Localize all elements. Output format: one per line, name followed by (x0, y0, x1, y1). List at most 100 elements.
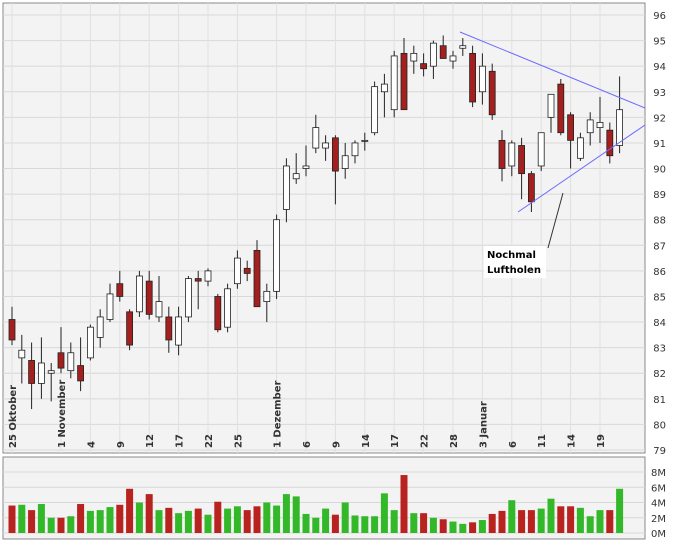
candle-body (273, 219, 281, 292)
candle-body (537, 132, 545, 167)
volume-bar (576, 507, 584, 533)
volume-bar (400, 475, 408, 533)
volume-bar (273, 505, 281, 533)
y-tick-label: 93 (653, 88, 666, 99)
candle-body (47, 370, 55, 374)
candle-body (371, 86, 379, 134)
y-tick-label: 87 (653, 241, 666, 252)
candle-body (165, 316, 173, 341)
volume-bar (204, 514, 212, 533)
volume-bar (126, 488, 134, 533)
trend-line (517, 124, 646, 213)
volume-bar (282, 494, 290, 533)
y-tick-label: 0M (651, 529, 666, 540)
candle-body (508, 142, 516, 167)
candle-body (459, 45, 467, 49)
candle-body (253, 250, 261, 308)
volume-bar (86, 510, 94, 533)
x-tick-label: 22 (204, 434, 215, 448)
volume-bar (233, 506, 241, 533)
x-tick-label: 17 (175, 434, 186, 448)
candle-body (18, 349, 26, 359)
candle-body (175, 316, 183, 346)
volume-bar (322, 508, 330, 533)
volume-bar (410, 513, 418, 533)
candle-body (77, 365, 84, 382)
annotation: Luftholen (487, 265, 541, 276)
volume-bar (77, 504, 85, 533)
x-tick-label: 14 (567, 434, 578, 448)
candle-body (194, 278, 202, 282)
volume-bar (518, 510, 526, 533)
x-tick-label: 9 (331, 441, 342, 448)
y-tick-label: 84 (653, 318, 666, 329)
candle-body (312, 127, 320, 149)
candle-body (498, 139, 506, 169)
volume-bar (616, 488, 624, 533)
volume-bar (331, 514, 339, 533)
x-tick-label: 25 (233, 434, 244, 448)
volume-bar (175, 513, 183, 533)
candle-body (126, 311, 133, 346)
volume-bar (8, 505, 16, 533)
y-tick-label: 4M (651, 499, 666, 510)
candle-body (116, 283, 124, 297)
volume-bar (28, 510, 36, 533)
candle-body (449, 55, 457, 62)
candle-body (292, 173, 300, 180)
x-tick-label: 22 (420, 434, 431, 448)
volume-bar (184, 510, 192, 533)
candle-body (439, 45, 447, 59)
volume-bar (380, 493, 388, 533)
candle-body (302, 165, 310, 169)
pointer-line (547, 192, 564, 249)
candle-body (38, 362, 45, 384)
volume-bar (341, 502, 349, 533)
candle-body (57, 352, 65, 369)
volume-bar (214, 501, 222, 533)
candle-body (224, 288, 232, 328)
volume-bar (116, 504, 124, 533)
volume-bar (302, 513, 310, 533)
candle-body (616, 109, 623, 146)
volume-bar (243, 510, 251, 533)
x-tick-label: 6 (508, 441, 519, 448)
candle-body (557, 83, 565, 134)
candle-body (361, 139, 369, 142)
candle-body (420, 63, 428, 70)
volume-bar (459, 523, 467, 533)
annotation: Nochmal (487, 250, 536, 261)
volume-bar (429, 517, 437, 533)
y-tick-label: 6M (651, 483, 666, 494)
volume-bar (67, 516, 75, 533)
candle-body (233, 257, 241, 285)
candle-body (606, 129, 614, 157)
volume-bar (390, 510, 398, 533)
x-tick-label: 11 (537, 434, 548, 448)
x-tick-label: 4 (86, 441, 97, 448)
volume-bar (557, 506, 565, 533)
volume-bar (312, 517, 320, 533)
volume-bar (567, 506, 575, 533)
candle-body (488, 70, 496, 116)
x-tick-label: 14 (361, 434, 372, 448)
candle-body (586, 119, 594, 134)
candle-body (135, 275, 143, 313)
volume-bar (488, 513, 496, 533)
volume-bar (18, 504, 26, 533)
candle-body (478, 65, 486, 93)
candle-body (351, 142, 359, 157)
y-tick-label: 89 (653, 190, 666, 201)
candle-body (390, 55, 398, 111)
volume-bar (253, 506, 261, 533)
x-tick-label: 12 (145, 434, 156, 448)
candle-body (528, 173, 535, 203)
x-tick-label: 3 Januar (478, 401, 489, 448)
volume-bar (478, 520, 486, 533)
volume-bar (361, 516, 369, 533)
volume-bar (351, 515, 359, 533)
volume-bar (224, 508, 232, 533)
y-tick-label: 81 (653, 395, 666, 406)
y-tick-label: 82 (653, 369, 666, 380)
